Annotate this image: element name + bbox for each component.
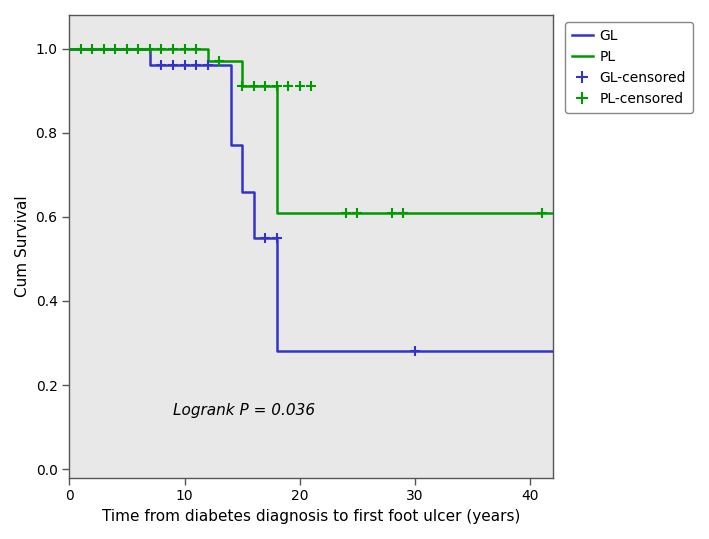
X-axis label: Time from diabetes diagnosis to first foot ulcer (years): Time from diabetes diagnosis to first fo… [102,509,520,524]
Legend: GL, PL, GL-censored, PL-censored: GL, PL, GL-censored, PL-censored [565,22,693,113]
Y-axis label: Cum Survival: Cum Survival [15,196,30,297]
Text: Logrank P = 0.036: Logrank P = 0.036 [173,403,315,418]
